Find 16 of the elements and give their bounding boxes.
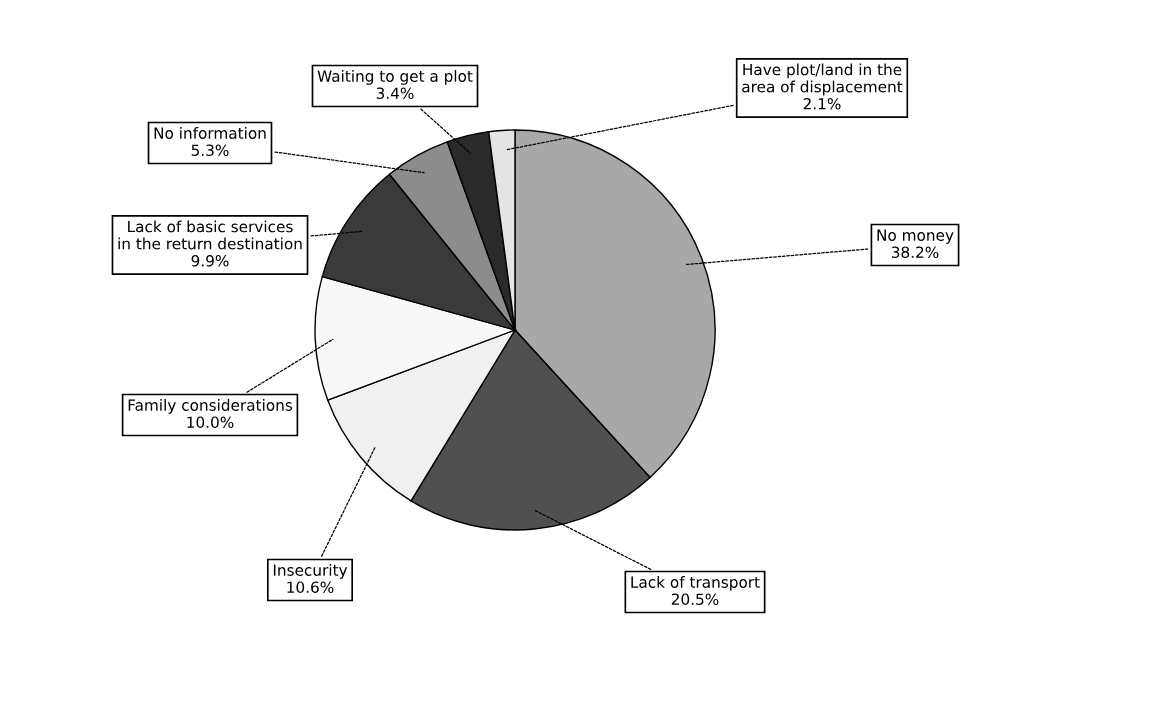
slice-label: No money [877,229,954,244]
data-label: 9.9% [191,254,229,267]
slice-label: Family considerations [128,399,293,414]
slice-label: Waiting to get a plot [317,70,473,85]
slice-label: No information [154,127,266,139]
data-label: 10.6% [287,581,334,593]
slice-label: Have plot/land in the area of displacement [742,63,903,96]
slice-label: Insecurity [273,564,348,579]
data-label: 5.3% [191,144,229,156]
data-label: 10.0% [187,416,234,428]
data-label: 20.5% [671,593,719,605]
data-label: 2.1% [803,97,841,110]
slice-label: Lack of transport [631,576,760,591]
data-label: 38.2% [891,246,939,258]
slice-label: Lack of basic services in the return destination [118,220,302,250]
data-label: 3.4% [376,87,414,99]
